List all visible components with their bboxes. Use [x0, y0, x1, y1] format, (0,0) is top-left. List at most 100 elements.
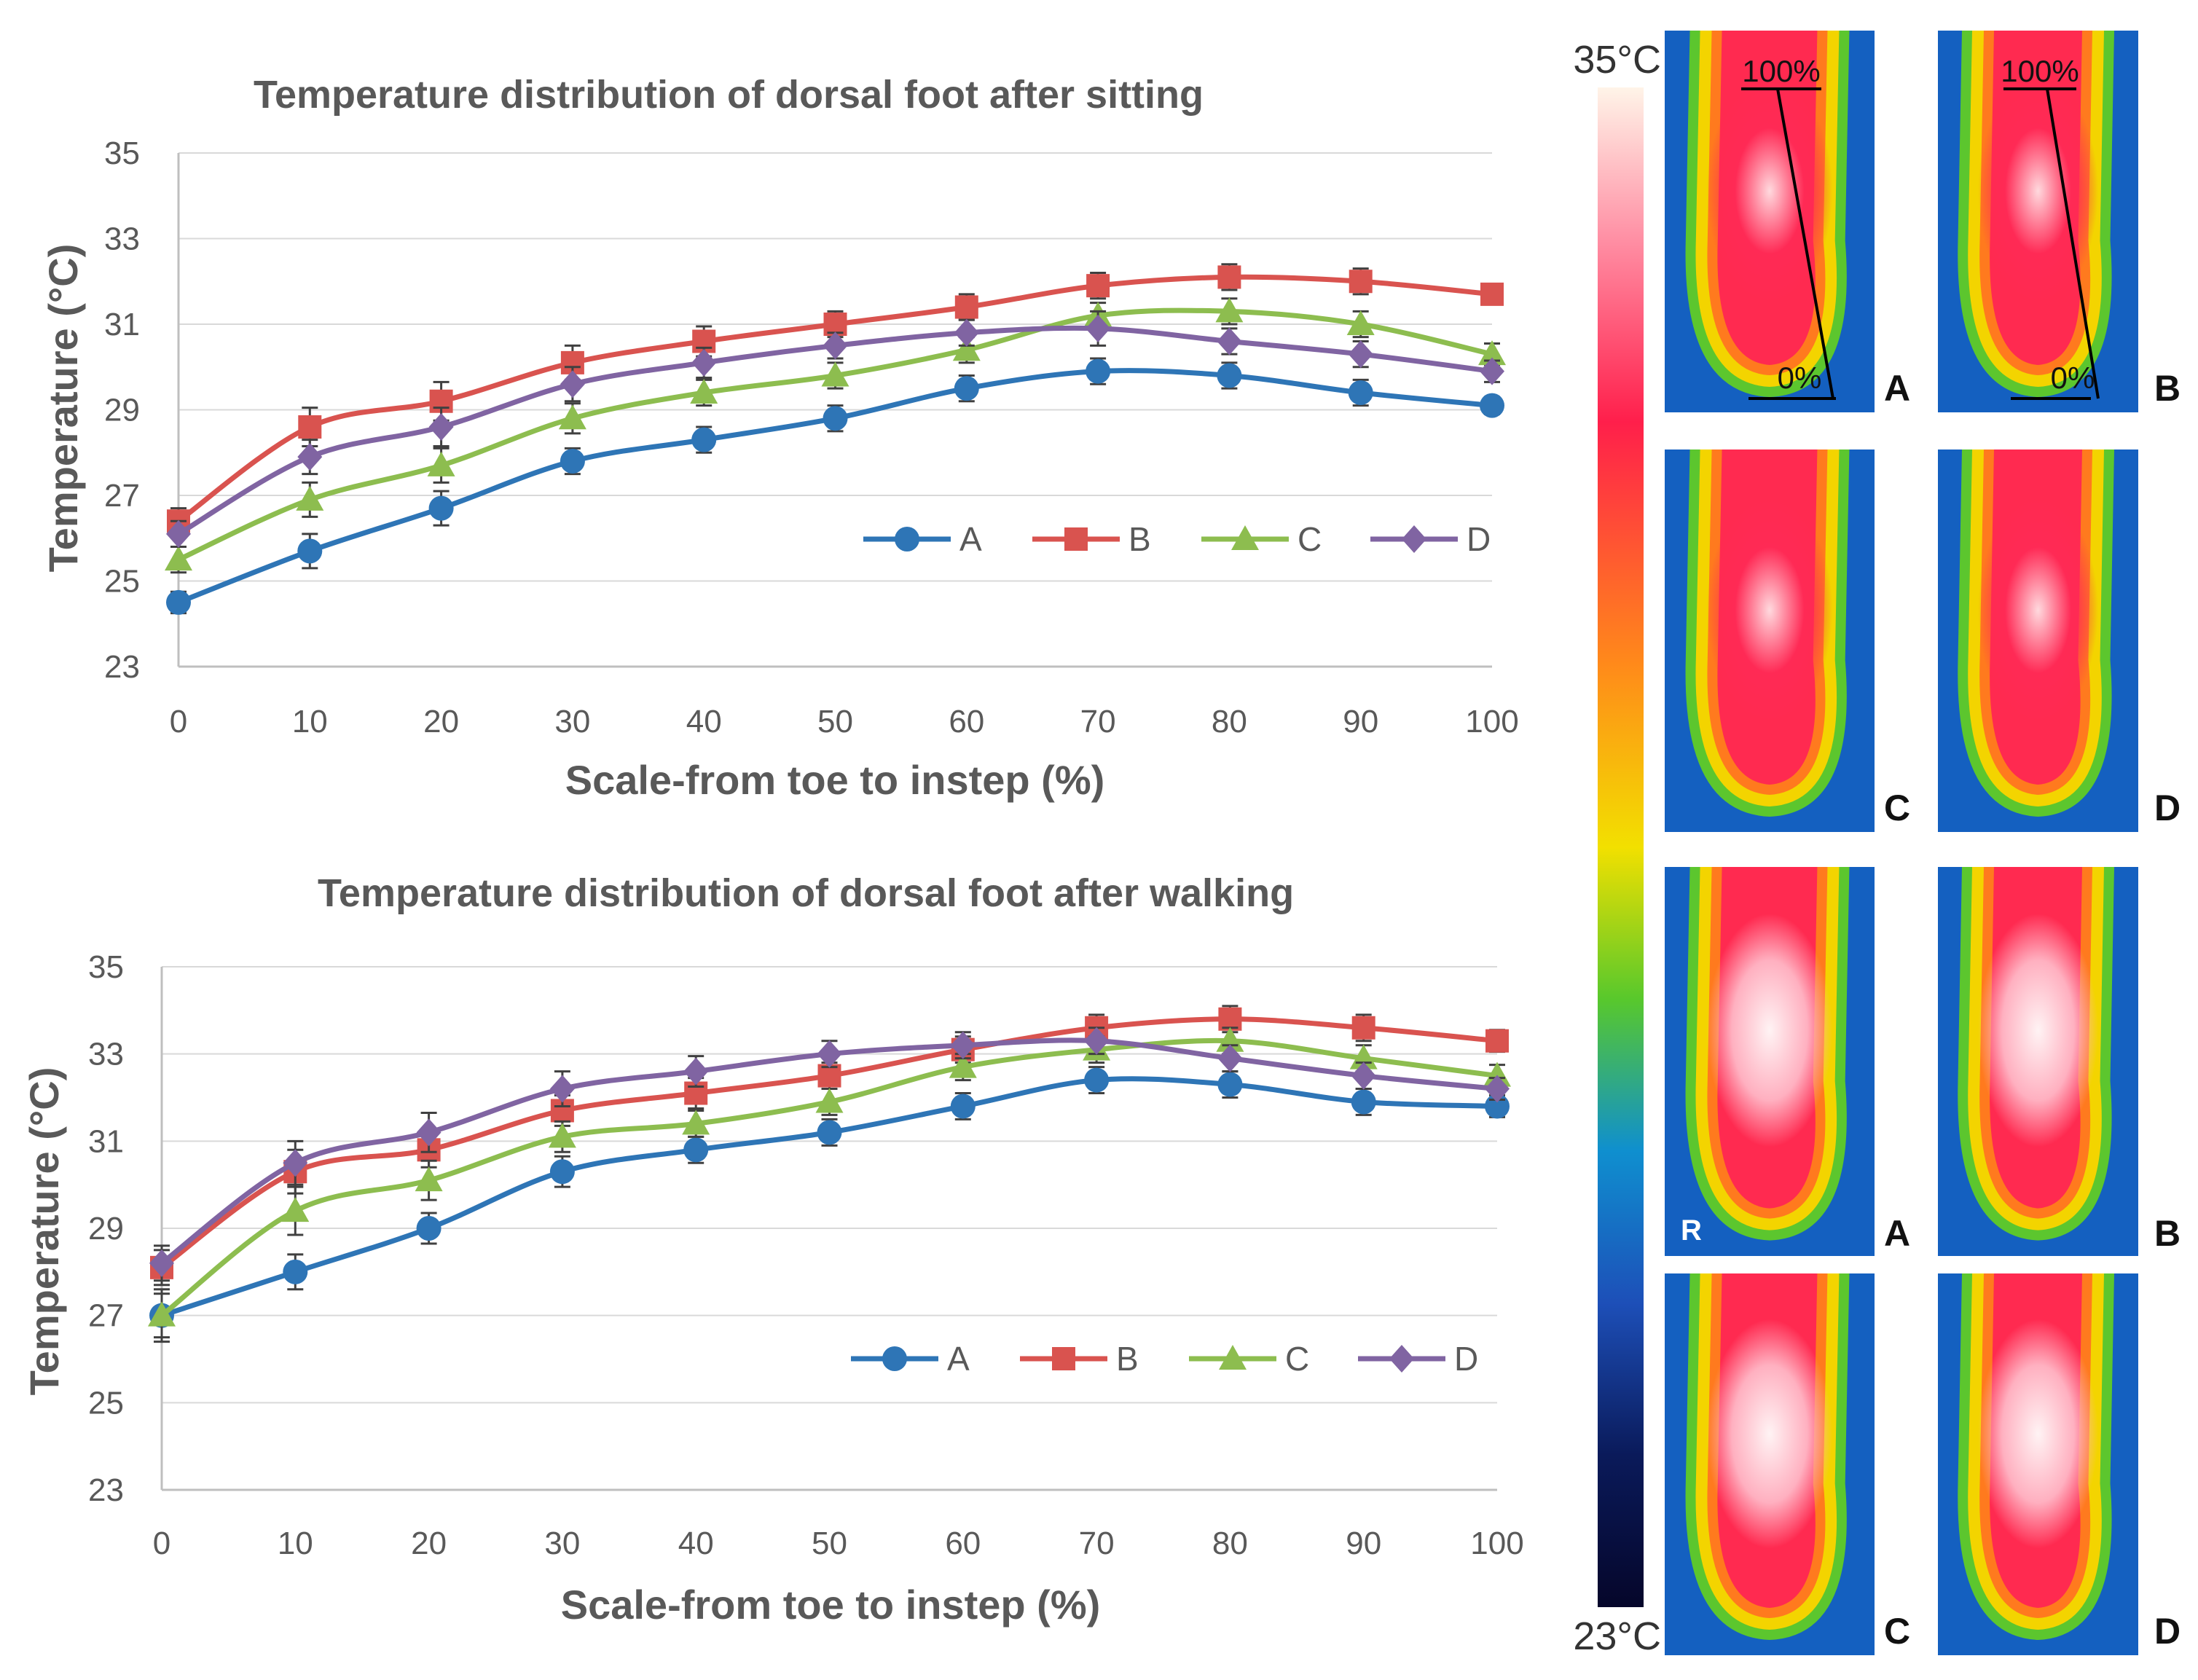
bottom-percent-label: 0% [1778, 361, 1822, 395]
panel-letter: D [2154, 1611, 2181, 1652]
series-D [149, 1027, 1510, 1282]
data-point-B [1349, 270, 1373, 294]
foot-core [1706, 495, 1833, 725]
top-percent-label: 100% [2001, 54, 2079, 88]
x-tick-label: 50 [817, 704, 853, 739]
data-point-C [427, 451, 455, 476]
data-point-A [683, 1137, 709, 1163]
chart-sitting: Temperature distribution of dorsal foot … [40, 73, 1519, 803]
legend-label: C [1298, 520, 1322, 558]
legend: A B C D [851, 1340, 1478, 1378]
axes [160, 967, 1497, 1491]
legend-marker [1389, 1345, 1414, 1373]
thermal-image-C-walking: C [1665, 1273, 1910, 1655]
legend-label: D [1467, 520, 1491, 558]
data-point-C [415, 1166, 443, 1192]
legend-label: B [1129, 520, 1151, 558]
legend-marker [882, 1346, 907, 1371]
legend-label: B [1116, 1340, 1139, 1378]
thermal-images: A B C D A B C D 100% 0% 100% 0% R [1665, 31, 2181, 1655]
data-point-A [691, 427, 717, 452]
x-tick-label: 30 [544, 1526, 580, 1561]
data-point-B [298, 415, 322, 439]
data-point-D [283, 1149, 308, 1177]
legend-marker [1231, 525, 1259, 550]
data-point-D [297, 443, 323, 471]
x-tick-label: 90 [1346, 1526, 1381, 1561]
data-point-B [1086, 274, 1110, 298]
data-point-A [1348, 380, 1373, 405]
panel-letter: B [2154, 1213, 2181, 1254]
data-point-A [416, 1216, 441, 1241]
x-axis-label: Scale-from toe to instep (%) [561, 1582, 1101, 1628]
data-point-C [558, 404, 586, 430]
y-tick-label: 25 [88, 1385, 124, 1421]
legend-item-B: B [1032, 520, 1151, 558]
series-C [165, 297, 1506, 574]
legend-item-D: D [1370, 520, 1491, 558]
y-axis-label: Temperature (°C) [21, 1067, 67, 1396]
series-A [149, 1066, 1510, 1343]
series-A [166, 357, 1504, 615]
data-point-C [165, 546, 192, 571]
x-tick-label: 10 [278, 1526, 313, 1561]
data-point-D [1086, 314, 1111, 342]
x-tick-label: 0 [153, 1526, 170, 1561]
x-tick-label: 20 [411, 1526, 447, 1561]
y-tick-label: 35 [104, 136, 140, 171]
data-point-D [1351, 1061, 1376, 1090]
y-tick-label: 31 [104, 307, 140, 342]
thermal-image-C-sitting: C [1665, 450, 1910, 832]
data-point-A [1084, 1067, 1110, 1093]
legend-item-A: A [851, 1340, 970, 1378]
panel-letter: C [1884, 1611, 1910, 1652]
data-point-D [683, 1057, 709, 1086]
data-point-A [823, 406, 848, 431]
legend: A B C D [863, 520, 1491, 558]
chart-walking: Temperature distribution of dorsal foot … [21, 871, 1524, 1628]
data-point-C [281, 1197, 310, 1222]
chart-title: Temperature distribution of dorsal foot … [318, 871, 1294, 915]
y-tick-label: 23 [104, 649, 140, 685]
legend-label: C [1285, 1340, 1309, 1378]
x-tick-label: 40 [678, 1526, 714, 1561]
legend-marker [1402, 525, 1426, 553]
data-point-D [823, 331, 848, 360]
data-point-A [1086, 358, 1111, 384]
measurement-line: 100% 0% [1741, 54, 1836, 400]
axes [177, 153, 1492, 668]
data-point-A [1480, 393, 1504, 418]
data-point-D [1485, 1075, 1510, 1103]
panel-letter: A [1884, 368, 1910, 409]
y-tick-label: 23 [88, 1472, 124, 1508]
y-tick-label: 27 [104, 478, 140, 514]
data-point-C [148, 1301, 176, 1327]
data-point-C [815, 1088, 844, 1113]
thermal-image-B-sitting: B [1938, 31, 2181, 412]
y-tick-labels: 23 25 27 29 31 33 35 [104, 136, 140, 685]
legend-item-D: D [1358, 1340, 1478, 1378]
panel-letter: A [1884, 1213, 1910, 1254]
data-point-A [428, 495, 454, 521]
x-tick-label: 100 [1470, 1526, 1523, 1561]
data-point-D [560, 370, 585, 399]
legend-item-B: B [1020, 1340, 1139, 1378]
thermal-image-B-walking: B [1938, 867, 2181, 1256]
x-tick-label: 100 [1465, 704, 1518, 739]
data-point-B [954, 295, 978, 319]
data-point-C [949, 1053, 977, 1078]
x-tick-labels: 0 10 20 30 40 50 60 70 80 90 100 [170, 704, 1519, 739]
panel-letter: B [2154, 368, 2181, 409]
y-tick-label: 29 [88, 1211, 124, 1247]
legend-item-A: A [863, 520, 982, 558]
chart-title: Temperature distribution of dorsal foot … [254, 73, 1204, 117]
foot-core [1706, 76, 1833, 306]
data-point-D [149, 1249, 174, 1277]
series-layer [148, 1005, 1511, 1343]
data-point-D [817, 1040, 842, 1068]
foot-core [1978, 1319, 2098, 1549]
data-point-D [416, 1118, 441, 1147]
data-point-A [817, 1120, 842, 1145]
data-point-C [296, 485, 324, 511]
